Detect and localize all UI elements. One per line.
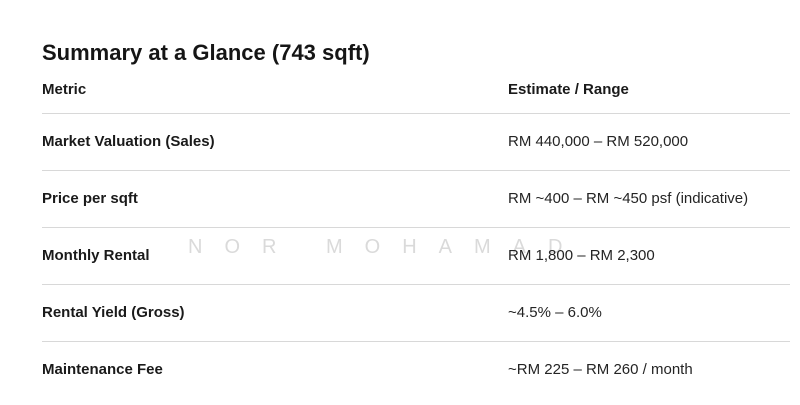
- table-row-rental-yield: Rental Yield (Gross) ~4.5% – 6.0%: [42, 285, 790, 342]
- table-row-market-valuation: Market Valuation (Sales) RM 440,000 – RM…: [42, 114, 790, 171]
- metric-cell: Monthly Rental: [42, 247, 150, 264]
- table-row-price-per-sqft: Price per sqft RM ~400 – RM ~450 psf (in…: [42, 171, 790, 228]
- value-cell: RM 440,000 – RM 520,000: [508, 133, 689, 150]
- metric-cell: Price per sqft: [42, 190, 138, 207]
- table-row-monthly-rental: Monthly Rental RM 1,800 – RM 2,300: [42, 228, 790, 285]
- metric-cell: Rental Yield (Gross): [42, 304, 185, 321]
- table-row-maintenance-fee: Maintenance Fee ~RM 225 – RM 260 / month: [42, 342, 790, 398]
- value-cell: RM 1,800 – RM 2,300: [508, 247, 655, 264]
- value-cell: ~4.5% – 6.0%: [508, 304, 602, 321]
- watermark-text: NOR MOHAMAD: [188, 236, 585, 258]
- column-header-estimate-range: Estimate / Range: [508, 81, 629, 98]
- metric-cell: Maintenance Fee: [42, 361, 163, 378]
- metric-cell: Market Valuation (Sales): [42, 133, 215, 150]
- value-cell: RM ~400 – RM ~450 psf (indicative): [508, 190, 749, 207]
- summary-table: Metric Estimate / Range Market Valuation…: [42, 67, 790, 398]
- value-cell: ~RM 225 – RM 260 / month: [508, 361, 693, 378]
- column-header-metric: Metric: [42, 81, 87, 98]
- table-header-row: Metric Estimate / Range: [42, 67, 790, 114]
- page-title: Summary at a Glance (743 sqft): [42, 40, 370, 65]
